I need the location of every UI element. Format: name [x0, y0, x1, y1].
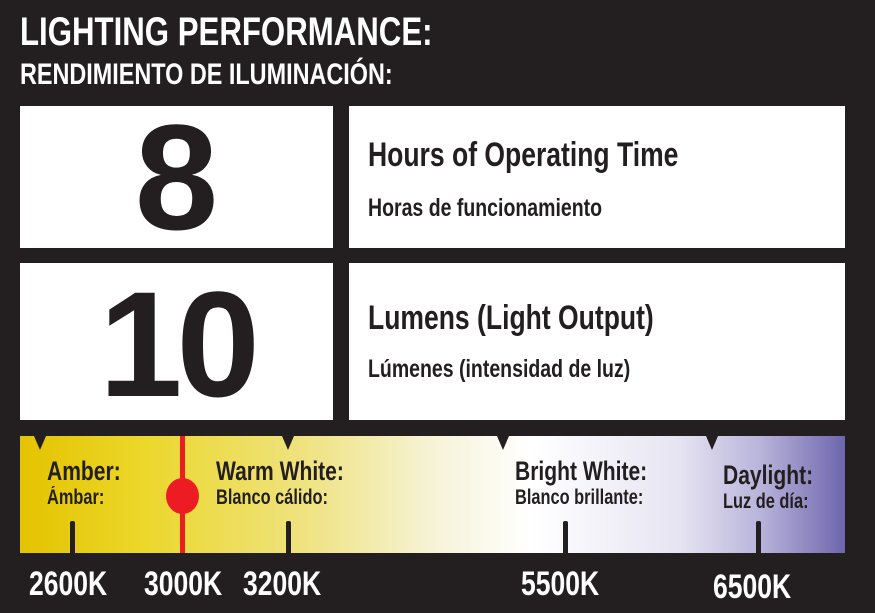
lumens-label-es: Lúmenes (intensidad de luz) — [368, 355, 631, 383]
tick-label-5500k: 5500K — [521, 565, 600, 603]
zone-warm-white: Warm White: Blanco cálido: — [216, 456, 344, 509]
selected-temperature-dot — [166, 478, 199, 514]
zone-bright-white: Bright White: Blanco brillante: — [515, 456, 648, 509]
zone-marker-warm-white — [282, 436, 294, 450]
runtime-value: 8 — [134, 93, 219, 261]
zone-daylight: Daylight: Luz de día: — [723, 460, 814, 513]
tick-3200k — [286, 521, 291, 553]
zone-marker-bright-white — [497, 436, 509, 450]
tick-2600k — [70, 521, 75, 553]
lumens-label-en: Lumens (Light Output) — [368, 299, 654, 337]
tick-5500k — [563, 521, 568, 553]
runtime-label-box: Hours of Operating Time Horas de funcion… — [349, 106, 845, 248]
tick-label-2600k: 2600K — [29, 565, 108, 603]
lumens-value-box: 10 — [20, 263, 333, 420]
zone-marker-daylight — [706, 436, 718, 450]
tick-label-3000k: 3000K — [144, 565, 223, 603]
title: LIGHTING PERFORMANCE: — [20, 10, 433, 54]
color-temperature-spectrum — [20, 436, 845, 553]
zone-amber: Amber: Ámbar: — [47, 456, 121, 509]
runtime-label-en: Hours of Operating Time — [368, 136, 679, 174]
lumens-label-box: Lumens (Light Output) Lúmenes (intensida… — [349, 263, 845, 420]
zone-marker-amber — [34, 436, 46, 450]
tick-label-6500k: 6500K — [713, 568, 792, 606]
lumens-value: 10 — [99, 260, 260, 428]
runtime-value-box: 8 — [20, 102, 333, 252]
tick-label-3200k: 3200K — [243, 565, 322, 603]
runtime-label-es: Horas de funcionamiento — [368, 194, 603, 222]
tick-6500k — [756, 521, 761, 553]
subtitle: RENDIMIENTO DE ILUMINACIÓN: — [20, 58, 393, 91]
